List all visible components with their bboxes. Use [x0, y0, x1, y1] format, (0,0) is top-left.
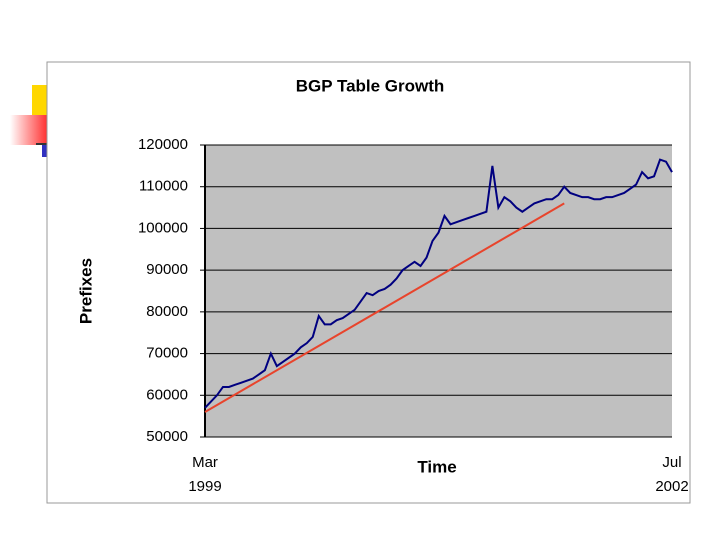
y-tick-label: 110000 — [139, 178, 188, 195]
y-tick-label: 50000 — [146, 428, 188, 445]
plot-area — [205, 145, 672, 437]
y-tick-label: 90000 — [146, 261, 188, 278]
y-axis-label: Prefixes — [76, 258, 95, 324]
data-line — [204, 158, 673, 409]
y-tick-label: 120000 — [138, 136, 188, 153]
x-axis-label: Time — [417, 457, 456, 476]
y-tick-label: 80000 — [146, 303, 188, 320]
y-tick-label: 100000 — [138, 219, 188, 236]
trend-line — [204, 202, 565, 413]
y-tick-label: 60000 — [146, 386, 188, 403]
y-tick-label: 70000 — [146, 345, 188, 362]
x-tick-label: Jul 2002 — [655, 454, 688, 495]
chart-title: BGP Table Growth — [296, 76, 445, 95]
x-tick-label: Mar 1999 — [188, 454, 221, 495]
